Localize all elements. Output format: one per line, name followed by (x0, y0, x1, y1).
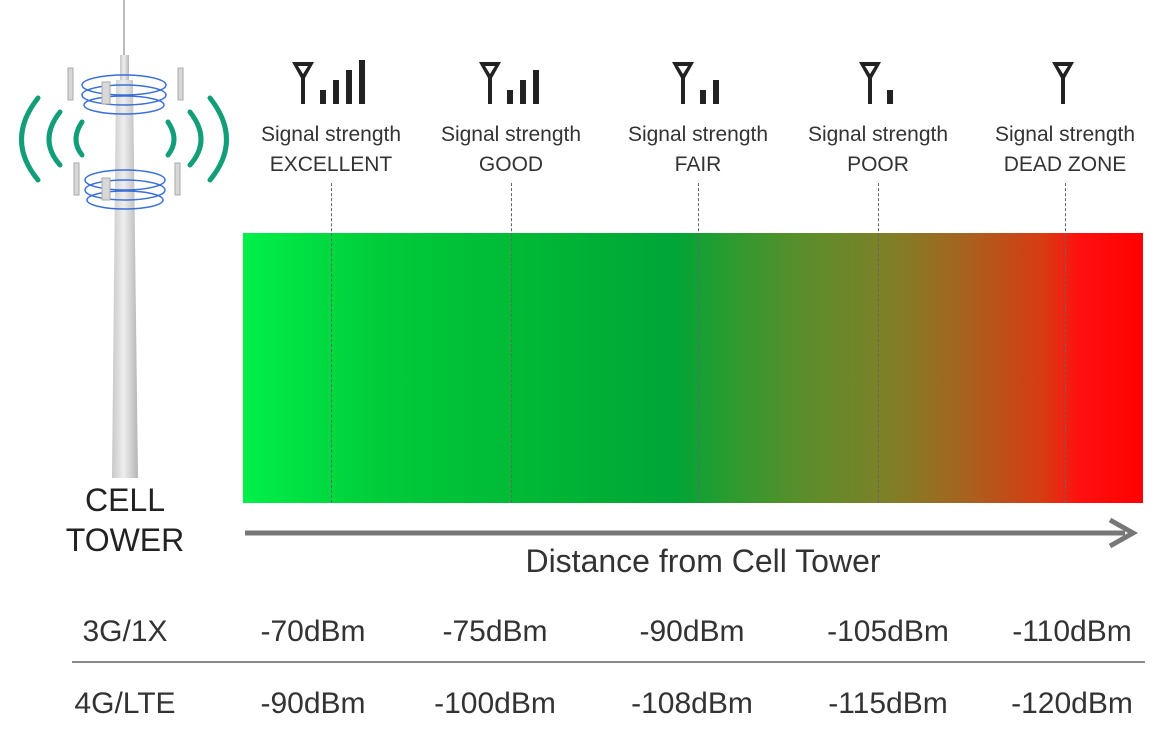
dbm-value: -105dBm (827, 615, 949, 648)
tower-label-line2: TOWER (65, 522, 185, 558)
level-title: Signal strength (994, 123, 1136, 146)
level-title: Signal strength (440, 123, 582, 146)
dbm-value: -75dBm (442, 615, 548, 648)
signal-bars-icon (292, 60, 365, 104)
dbm-value: -120dBm (1011, 687, 1133, 720)
signal-bars-icon (858, 62, 893, 104)
signal-waves-icon (19, 95, 229, 183)
distance-axis-label: Distance from Cell Tower (525, 543, 881, 579)
dbm-value: -100dBm (434, 687, 556, 720)
level-name: FAIR (674, 153, 722, 176)
signal-level-3: Signal strength POOR (788, 60, 968, 180)
dbm-value: -108dBm (631, 687, 753, 720)
signal-level-0: Signal strength EXCELLENT (241, 60, 421, 180)
tower-label-line1: CELL (84, 482, 166, 518)
dbm-value: -90dBm (639, 615, 745, 648)
signal-level-1: Signal strength GOOD (421, 60, 601, 180)
signal-bars-icon (672, 62, 719, 104)
distance-arrow (245, 517, 1139, 549)
level-marker-line (331, 183, 332, 503)
level-marker-line (1065, 183, 1066, 503)
level-marker-line (698, 183, 699, 503)
dbm-value: -90dBm (260, 687, 366, 720)
cell-tower-icon (19, 0, 229, 478)
signal-level-2: Signal strength FAIR (608, 60, 788, 180)
dbm-value: -115dBm (828, 687, 948, 720)
signal-level-4: Signal strength DEAD ZONE (975, 60, 1155, 180)
level-title: Signal strength (807, 123, 949, 146)
dbm-value: -70dBm (260, 615, 366, 648)
level-name: GOOD (478, 153, 544, 176)
row-label-4g: 4G/LTE (74, 687, 176, 720)
level-title: Signal strength (627, 123, 769, 146)
signal-bars-icon (1052, 62, 1074, 104)
level-marker-line (511, 183, 512, 503)
signal-gradient-bar (243, 233, 1143, 503)
level-marker-line (878, 183, 879, 503)
table-divider (72, 661, 1145, 663)
level-title: Signal strength (260, 123, 402, 146)
dbm-value: -110dBm (1012, 615, 1132, 648)
row-label-3g: 3G/1X (82, 615, 168, 648)
signal-bars-icon (478, 62, 539, 104)
level-name: DEAD ZONE (1003, 153, 1127, 176)
level-name: POOR (847, 153, 909, 176)
level-name: EXCELLENT (269, 153, 393, 176)
